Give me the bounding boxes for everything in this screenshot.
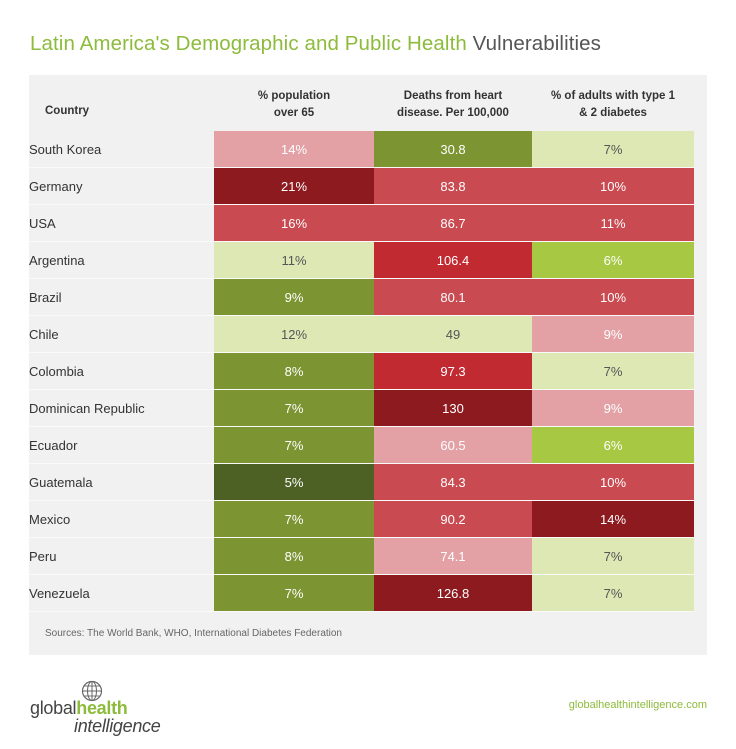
value-cell-c2: 130 — [374, 389, 532, 427]
country-cell: Brazil — [29, 278, 214, 316]
value-cell-c2: 49 — [374, 315, 532, 353]
chart-title: Latin America's Demographic and Public H… — [30, 32, 710, 56]
value-cell-c3: 7% — [532, 574, 694, 612]
logo-intelligence: intelligence — [74, 716, 161, 736]
country-cell: Argentina — [29, 241, 214, 279]
table-row: Guatemala 5% 84.3 10% — [29, 463, 694, 501]
value-cell-c1: 5% — [214, 463, 374, 501]
country-cell: USA — [29, 204, 214, 242]
value-cell-c2: 84.3 — [374, 463, 532, 501]
value-cell-c3: 7% — [532, 131, 694, 168]
country-cell: Mexico — [29, 500, 214, 538]
header-country: Country — [45, 105, 90, 117]
value-cell-c2: 74.1 — [374, 537, 532, 575]
table-row: Argentina 11% 106.4 6% — [29, 241, 694, 279]
country-cell: Dominican Republic — [29, 389, 214, 427]
value-cell-c2: 97.3 — [374, 352, 532, 390]
value-cell-c1: 12% — [214, 315, 374, 353]
value-cell-c3: 6% — [532, 241, 694, 279]
header-col3-line1: % of adults with type 1 — [551, 90, 675, 102]
value-cell-c1: 14% — [214, 131, 374, 168]
table-row: Chile 12% 49 9% — [29, 315, 694, 353]
country-cell: South Korea — [29, 131, 214, 168]
table-row: Germany 21% 83.8 10% — [29, 167, 694, 205]
country-cell: Germany — [29, 167, 214, 205]
value-cell-c3: 11% — [532, 204, 694, 242]
value-cell-c1: 7% — [214, 574, 374, 612]
country-cell: Peru — [29, 537, 214, 575]
country-cell: Ecuador — [29, 426, 214, 464]
country-cell: Venezuela — [29, 574, 214, 612]
table-row: Venezuela 7% 126.8 7% — [29, 574, 694, 612]
value-cell-c3: 9% — [532, 315, 694, 353]
country-cell: Chile — [29, 315, 214, 353]
logo-line1: globalhealth — [30, 698, 128, 719]
value-cell-c3: 10% — [532, 167, 694, 205]
header-col2-line2: disease. Per 100,000 — [397, 107, 509, 119]
logo-global: global — [30, 698, 77, 718]
value-cell-c2: 30.8 — [374, 131, 532, 168]
table-row: Ecuador 7% 60.5 6% — [29, 426, 694, 464]
header-population-over-65: % population over 65 — [214, 88, 374, 122]
table-row: South Korea 14% 30.8 7% — [29, 131, 694, 168]
value-cell-c3: 9% — [532, 389, 694, 427]
header-col1-line1: % population — [257, 90, 331, 102]
header-diabetes: % of adults with type 1 & 2 diabetes — [532, 88, 694, 122]
value-cell-c1: 8% — [214, 537, 374, 575]
sources-note: Sources: The World Bank, WHO, Internatio… — [45, 628, 342, 639]
heatmap-body: South Korea 14% 30.8 7% Germany 21% 83.8 10% USA… — [29, 131, 694, 612]
value-cell-c1: 8% — [214, 352, 374, 390]
heatmap-table: South Korea 14% 30.8 7% Germany 21% 83.8 10% USA… — [29, 131, 694, 612]
value-cell-c3: 7% — [532, 352, 694, 390]
table-row: Brazil 9% 80.1 10% — [29, 278, 694, 316]
value-cell-c2: 106.4 — [374, 241, 532, 279]
value-cell-c2: 80.1 — [374, 278, 532, 316]
header-col2-line1: Deaths from heart — [403, 90, 503, 102]
value-cell-c3: 10% — [532, 278, 694, 316]
globe-icon — [81, 680, 103, 702]
table-row: USA 16% 86.7 11% — [29, 204, 694, 242]
value-cell-c2: 86.7 — [374, 204, 532, 242]
header-col1-line2: over 65 — [273, 107, 315, 119]
value-cell-c1: 16% — [214, 204, 374, 242]
title-rest: Vulnerabilities — [466, 32, 602, 55]
value-cell-c2: 83.8 — [374, 167, 532, 205]
value-cell-c1: 7% — [214, 500, 374, 538]
website-url: globalhealthintelligence.com — [568, 699, 707, 711]
value-cell-c3: 10% — [532, 463, 694, 501]
country-cell: Guatemala — [29, 463, 214, 501]
value-cell-c3: 14% — [532, 500, 694, 538]
value-cell-c1: 9% — [214, 278, 374, 316]
value-cell-c3: 7% — [532, 537, 694, 575]
value-cell-c1: 11% — [214, 241, 374, 279]
country-cell: Colombia — [29, 352, 214, 390]
table-row: Peru 8% 74.1 7% — [29, 537, 694, 575]
brand-logo: globalhealth intelligence — [30, 680, 190, 736]
table-row: Mexico 7% 90.2 14% — [29, 500, 694, 538]
value-cell-c2: 90.2 — [374, 500, 532, 538]
value-cell-c2: 60.5 — [374, 426, 532, 464]
logo-health: health — [76, 698, 128, 718]
value-cell-c2: 126.8 — [374, 574, 532, 612]
table-row: Dominican Republic 7% 130 9% — [29, 389, 694, 427]
header-heart-disease: Deaths from heart disease. Per 100,000 — [374, 88, 532, 122]
value-cell-c1: 7% — [214, 389, 374, 427]
title-accent: Latin America's Demographic and Public H… — [30, 32, 467, 55]
value-cell-c1: 21% — [214, 167, 374, 205]
table-row: Colombia 8% 97.3 7% — [29, 352, 694, 390]
value-cell-c1: 7% — [214, 426, 374, 464]
header-col3-line2: & 2 diabetes — [579, 107, 647, 119]
value-cell-c3: 6% — [532, 426, 694, 464]
